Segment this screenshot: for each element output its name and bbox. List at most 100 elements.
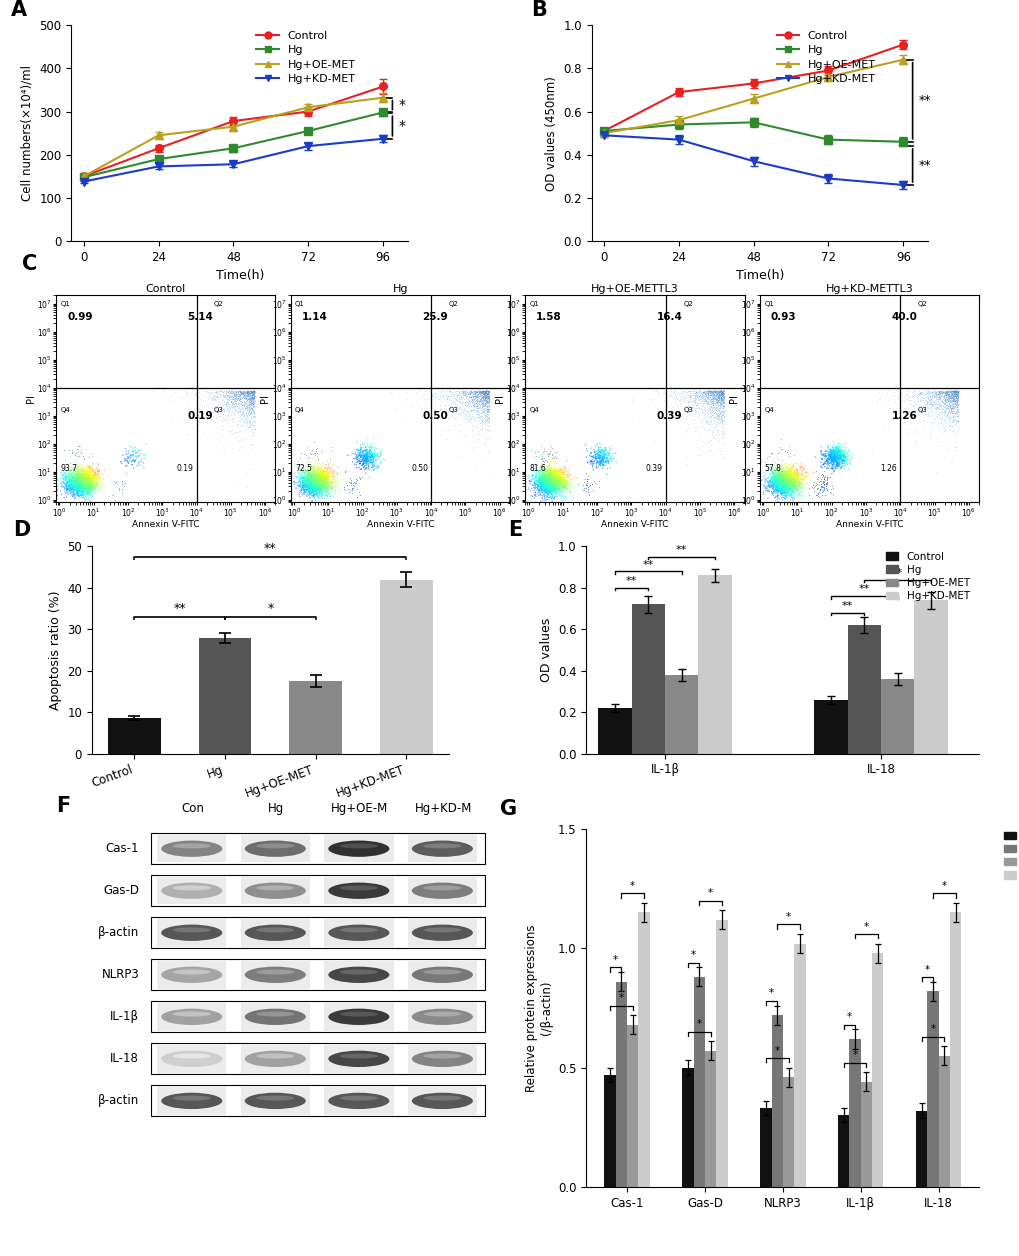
Point xyxy=(296,468,312,489)
Point xyxy=(777,470,794,490)
Point xyxy=(467,384,483,404)
Point xyxy=(304,465,320,485)
Point xyxy=(540,482,556,502)
Point xyxy=(550,470,567,490)
Point xyxy=(67,466,84,486)
Point xyxy=(65,470,82,490)
Point xyxy=(544,482,560,502)
Point xyxy=(427,384,443,404)
Point xyxy=(777,472,794,492)
Point xyxy=(244,391,260,411)
Point xyxy=(70,477,87,497)
Point xyxy=(698,387,714,407)
Point xyxy=(532,467,548,487)
Point xyxy=(318,471,334,491)
Point xyxy=(246,394,262,414)
Point xyxy=(474,393,490,413)
Point xyxy=(550,476,567,496)
Point xyxy=(74,471,91,491)
Point xyxy=(713,382,730,402)
Point xyxy=(881,388,898,408)
Point xyxy=(296,466,312,486)
Point xyxy=(789,471,805,491)
Point xyxy=(779,465,795,485)
Point xyxy=(79,465,96,485)
Point xyxy=(79,467,96,487)
Point xyxy=(780,468,796,489)
Point xyxy=(475,382,491,402)
Point xyxy=(703,386,719,406)
Point xyxy=(225,382,242,402)
Point xyxy=(549,470,566,490)
Point xyxy=(76,470,93,490)
Point xyxy=(835,443,851,463)
Point xyxy=(774,462,791,482)
Point xyxy=(542,470,558,490)
Point xyxy=(698,381,714,401)
Point xyxy=(81,480,97,500)
Point xyxy=(776,482,793,502)
Point xyxy=(770,475,787,495)
Point xyxy=(531,466,547,486)
Point xyxy=(318,476,334,496)
Point xyxy=(540,470,556,490)
Point xyxy=(474,383,490,403)
Point xyxy=(543,476,559,496)
Point xyxy=(303,467,319,487)
Point xyxy=(541,462,557,482)
Point xyxy=(547,462,564,482)
Point xyxy=(131,452,148,472)
Point xyxy=(466,422,482,442)
Point xyxy=(775,471,792,491)
Point xyxy=(771,474,788,494)
Point xyxy=(304,480,320,500)
Point xyxy=(353,451,369,471)
Point xyxy=(357,445,373,465)
Point xyxy=(551,465,568,485)
Point xyxy=(300,468,316,489)
Point xyxy=(550,470,567,490)
Point xyxy=(314,482,330,502)
Point xyxy=(945,386,961,406)
Point xyxy=(66,471,83,491)
Point xyxy=(943,401,959,421)
Text: Q2: Q2 xyxy=(448,301,458,308)
Point xyxy=(940,382,956,402)
Point xyxy=(834,451,850,471)
Point xyxy=(765,463,782,484)
Point xyxy=(61,470,77,490)
Point xyxy=(305,463,321,484)
Point xyxy=(832,442,848,462)
Point xyxy=(206,425,222,445)
Point xyxy=(470,393,486,413)
Point xyxy=(782,474,798,494)
Point xyxy=(462,383,478,403)
Point xyxy=(227,391,244,411)
Point xyxy=(823,443,840,463)
Point xyxy=(585,460,601,480)
Point xyxy=(310,468,326,489)
Point xyxy=(476,383,492,403)
Point xyxy=(71,472,88,492)
Point xyxy=(480,401,496,421)
Point xyxy=(321,474,337,494)
Point xyxy=(787,471,803,491)
Point xyxy=(699,404,715,425)
Point xyxy=(711,381,728,401)
Point xyxy=(775,479,792,499)
Point xyxy=(455,394,472,414)
Point xyxy=(245,407,261,427)
Point xyxy=(947,412,963,432)
Point xyxy=(91,470,107,490)
Point xyxy=(82,466,98,486)
Point xyxy=(767,467,784,487)
Point xyxy=(136,445,152,465)
Point xyxy=(71,470,88,490)
Point xyxy=(709,421,726,441)
Point xyxy=(537,474,553,494)
Point xyxy=(781,477,797,497)
Point xyxy=(478,391,494,411)
Point xyxy=(815,453,832,474)
Point xyxy=(61,463,77,484)
Point xyxy=(561,472,578,492)
